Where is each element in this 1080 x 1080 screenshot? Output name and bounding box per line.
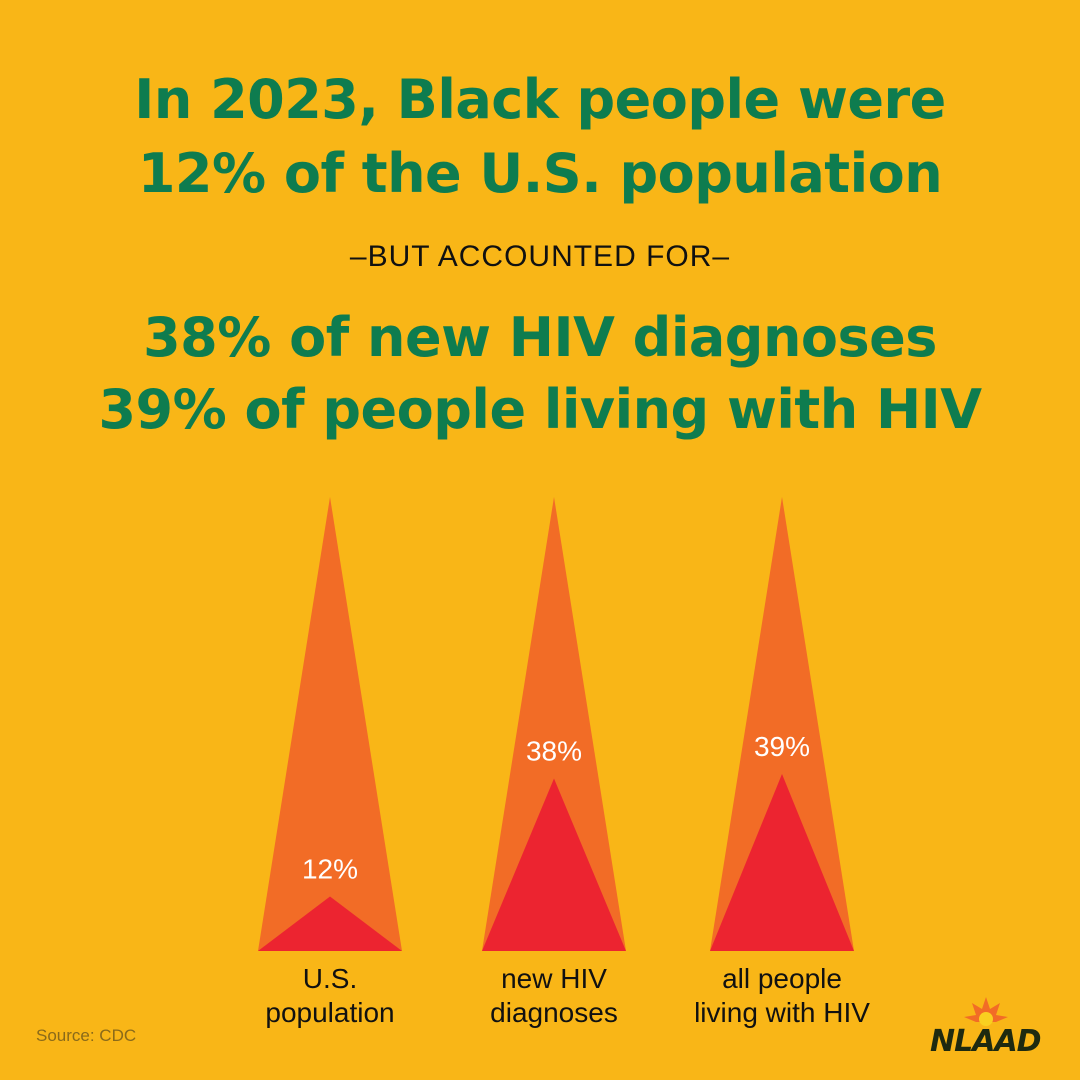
category-label-line: population [265, 997, 395, 1028]
svg-text:NLAAD: NLAAD [930, 1024, 1041, 1055]
headline-line-4: 39% of people living with HIV [98, 378, 982, 441]
source-text: Source: CDC [36, 1026, 137, 1045]
category-label-0: U.S. population [210, 962, 450, 1030]
value-triangle-1 [482, 778, 626, 951]
headline-line-2: 12% of the U.S. population [137, 142, 943, 205]
category-label-line: living with HIV [694, 997, 870, 1028]
value-label-0: 12% [302, 854, 358, 885]
category-label-line: diagnoses [490, 997, 618, 1028]
sun-icon [964, 997, 1008, 1022]
headline-line-1: In 2023, Black people were [134, 68, 946, 131]
value-label-2: 39% [754, 731, 810, 762]
category-label-line: new HIV [501, 963, 607, 994]
value-label-1: 38% [526, 735, 582, 766]
connector-text: –BUT ACCOUNTED FOR– [349, 240, 731, 273]
value-triangle-2 [710, 773, 854, 951]
category-label-line: all people [722, 963, 842, 994]
value-triangle-0 [258, 896, 402, 951]
outer-triangle-0 [258, 497, 402, 951]
category-label-2: all people living with HIV [662, 962, 902, 1030]
outer-triangle-1 [482, 497, 626, 951]
outer-triangle-2 [710, 497, 854, 951]
category-label-1: new HIV diagnoses [434, 962, 674, 1030]
category-label-line: U.S. [302, 963, 358, 994]
nlaad-logo: NLAAD [930, 997, 1042, 1055]
headline-line-3: 38% of new HIV diagnoses [143, 306, 937, 369]
